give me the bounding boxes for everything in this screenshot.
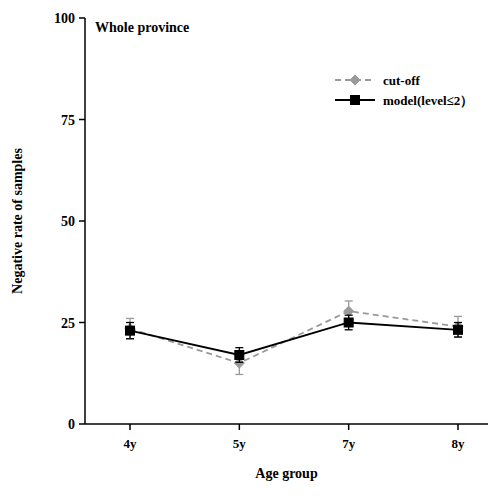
error-cap: [345, 300, 353, 301]
x-tick: [457, 424, 459, 430]
series-line: [130, 311, 458, 363]
chart: 0 25 50 75 100 4y 5y 7y 8y Age group Negative rate…: [0, 0, 498, 500]
error-cap: [345, 329, 353, 330]
error-bar: [235, 348, 243, 363]
y-tick-label: 25: [61, 316, 75, 331]
error-cap: [126, 322, 134, 323]
error-cap: [235, 362, 243, 363]
y-tick-label: 0: [68, 417, 75, 432]
error-bar: [126, 323, 134, 339]
y-tick: [79, 423, 85, 425]
x-tick: [239, 424, 241, 430]
legend-marker: [350, 75, 360, 85]
marker: [344, 306, 354, 316]
error-cap: [235, 347, 243, 348]
error-cap: [454, 322, 462, 323]
error-bar: [345, 315, 353, 330]
x-tick-label: 5y: [233, 436, 247, 451]
x-tick: [348, 424, 350, 430]
legend: cut-off model(level≤2）: [335, 73, 473, 108]
error-bar: [126, 318, 134, 338]
legend-marker: [351, 96, 360, 105]
y-tick: [79, 322, 85, 324]
legend-label: model(level≤2）: [383, 93, 473, 108]
x-axis-label: Age group: [255, 466, 318, 481]
legend-label: cut-off: [383, 73, 420, 88]
y-tick-label: 75: [61, 113, 75, 128]
error-cap: [126, 338, 134, 339]
y-tick: [79, 220, 85, 222]
x-tick-label: 8y: [452, 436, 466, 451]
y-tick: [79, 119, 85, 121]
error-cap: [126, 338, 134, 339]
error-cap: [235, 374, 243, 375]
error-cap: [345, 315, 353, 316]
y-axis-label: Negative rate of samples: [10, 148, 25, 294]
x-axis: [85, 423, 488, 425]
y-tick-label: 100: [54, 11, 75, 26]
title: Whole province: [95, 20, 189, 35]
error-bar: [454, 316, 462, 336]
series-line: [130, 323, 458, 355]
x-tick: [129, 424, 131, 430]
marker: [235, 350, 244, 359]
error-cap: [454, 316, 462, 317]
marker: [344, 318, 353, 327]
marker: [454, 325, 463, 334]
error-bar: [454, 323, 462, 338]
y-tick-label: 50: [61, 214, 75, 229]
error-cap: [126, 318, 134, 319]
x-tick-label: 4y: [124, 436, 138, 451]
x-tick-label: 7y: [342, 436, 356, 451]
plot-area: [125, 301, 463, 374]
error-cap: [454, 336, 462, 337]
y-tick: [79, 17, 85, 19]
marker: [126, 326, 135, 335]
